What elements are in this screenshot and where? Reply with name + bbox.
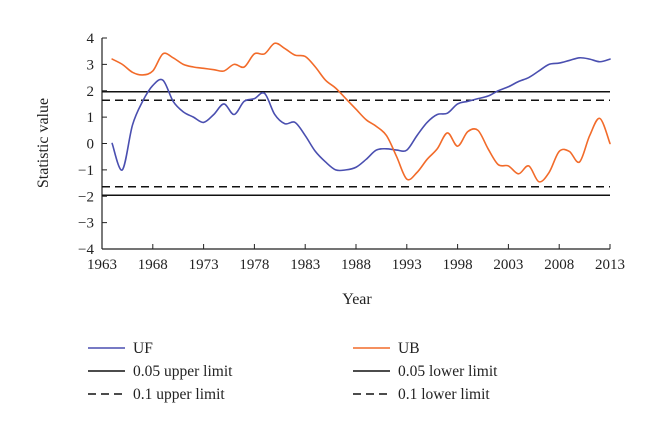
series-line-uf xyxy=(111,56,611,172)
threshold-lines xyxy=(102,91,610,196)
legend-label-005-lower: 0.05 lower limit xyxy=(398,363,498,380)
y-tick-label: −2 xyxy=(78,189,94,205)
x-axis-title: Year xyxy=(342,291,372,308)
legend-label-ub: UB xyxy=(398,340,420,357)
y-axis-title: Statistic value xyxy=(35,98,52,188)
x-axis-ticks: 1963 1968 1973 1978 1983 1988 1993 1998 2003 2008… xyxy=(87,244,625,273)
legend-label-005-upper: 0.05 upper limit xyxy=(133,363,233,380)
x-tick-label: 1998 xyxy=(443,257,473,273)
x-tick-label: 1983 xyxy=(290,257,320,273)
x-tick-label: 2003 xyxy=(493,257,523,273)
x-tick-label: 1993 xyxy=(392,257,422,273)
x-tick-label: 1988 xyxy=(341,257,371,273)
y-tick-label: −3 xyxy=(78,216,94,232)
x-tick-label: 1968 xyxy=(138,257,168,273)
y-tick-label: −4 xyxy=(78,242,94,258)
series-line-ub xyxy=(111,42,611,183)
plot-frame xyxy=(101,38,610,250)
legend-label-01-lower: 0.1 lower limit xyxy=(398,386,490,403)
y-tick-label: 1 xyxy=(87,110,95,126)
y-tick-label: 3 xyxy=(87,57,95,73)
x-tick-label: 2013 xyxy=(595,257,625,273)
y-axis-ticks: 4 3 2 1 0 −1 −2 −3 −4 xyxy=(78,31,107,258)
legend-label-uf: UF xyxy=(133,340,153,357)
series-lines xyxy=(111,42,611,183)
y-tick-label: −1 xyxy=(78,163,94,179)
legend: UF UB 0.05 upper limit 0.05 lower limit … xyxy=(88,340,498,403)
x-tick-label: 1978 xyxy=(239,257,269,273)
x-tick-label: 1973 xyxy=(189,257,219,273)
y-tick-label: 4 xyxy=(87,31,95,47)
x-tick-label: 2008 xyxy=(544,257,574,273)
x-tick-label: 1963 xyxy=(87,257,117,273)
y-tick-label: 2 xyxy=(87,84,95,100)
y-tick-label: 0 xyxy=(87,137,95,153)
legend-label-01-upper: 0.1 upper limit xyxy=(133,386,225,403)
